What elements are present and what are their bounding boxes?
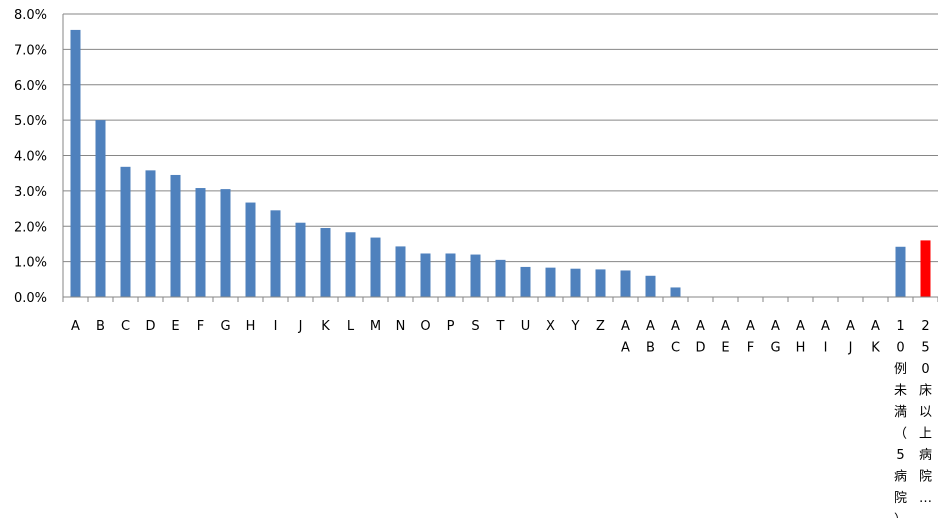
y-tick-label: 2.0%	[14, 220, 47, 235]
bar	[445, 253, 456, 297]
y-tick-label: 3.0%	[14, 185, 47, 200]
x-category-label: S	[471, 319, 479, 334]
x-category-label: G	[220, 319, 230, 334]
x-category-label: L	[347, 319, 355, 334]
bar	[395, 246, 406, 297]
x-category-label: O	[420, 319, 430, 334]
y-tick-label: 0.0%	[14, 291, 47, 306]
y-tick-label: 6.0%	[14, 79, 47, 94]
bar	[895, 246, 906, 297]
bar	[620, 270, 631, 297]
bar	[295, 222, 306, 297]
bar	[920, 240, 931, 297]
x-category-label: U	[521, 319, 531, 334]
x-category-label: E	[171, 319, 179, 334]
bar	[95, 120, 106, 297]
bar-series	[70, 29, 931, 297]
x-category-label: T	[496, 319, 505, 334]
bar	[220, 189, 231, 297]
y-tick-label: 4.0%	[14, 150, 47, 165]
bar	[670, 287, 681, 297]
bar	[645, 275, 656, 297]
bar	[370, 237, 381, 297]
bar	[470, 254, 481, 297]
bar	[195, 188, 206, 297]
x-category-label: C	[121, 319, 130, 334]
x-category-label: J	[298, 319, 303, 334]
x-category-label: H	[246, 319, 256, 334]
bar	[270, 210, 281, 297]
bar	[70, 29, 81, 297]
x-category-label: F	[197, 319, 204, 334]
bar	[595, 269, 606, 297]
x-category-label: M	[370, 319, 381, 334]
bar	[170, 174, 181, 297]
bar	[495, 259, 506, 297]
x-category-label: Z	[596, 319, 605, 334]
bar	[570, 268, 581, 297]
x-category-label: D	[145, 319, 155, 334]
y-tick-label: 8.0%	[14, 8, 47, 23]
bar	[545, 267, 556, 297]
x-category-label: B	[96, 319, 105, 334]
axes	[62, 14, 938, 302]
bar	[145, 170, 156, 297]
bar	[520, 266, 531, 297]
x-category-label: X	[546, 319, 555, 334]
y-axis-tick-labels: 0.0% 1.0% 2.0% 3.0% 4.0% 5.0% 6.0% 7.0% 8.0%	[14, 8, 47, 306]
x-category-label: 2 5 0 床以上病院…	[919, 319, 932, 506]
bar	[420, 253, 431, 297]
y-tick-label: 5.0%	[14, 114, 47, 129]
x-category-label: I	[274, 319, 278, 334]
x-category-label: Y	[571, 319, 580, 334]
y-tick-label: 7.0%	[14, 43, 47, 58]
x-category-label: A	[71, 319, 80, 334]
x-category-label: N	[396, 319, 406, 334]
bar	[245, 202, 256, 297]
gridlines	[63, 13, 938, 298]
bar	[120, 166, 131, 297]
bar	[320, 228, 331, 297]
x-axis-category-labels: A B C D E F G H I J K L M N O P S T U X Y Z A AA BA CA DA EA FA GA HA I…	[71, 319, 932, 518]
bar	[345, 232, 356, 297]
x-category-label: P	[447, 319, 455, 334]
y-tick-label: 1.0%	[14, 256, 47, 271]
x-category-label: K	[321, 319, 330, 334]
